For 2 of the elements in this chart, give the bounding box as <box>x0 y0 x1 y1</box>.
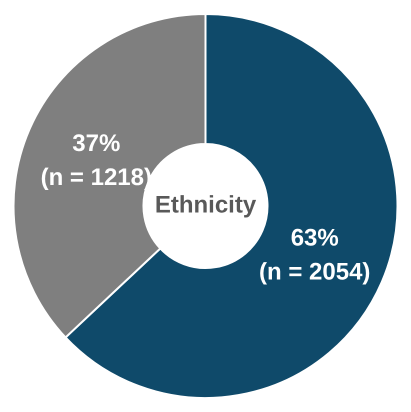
text: Ethnicity <box>154 191 257 218</box>
data-label: 63% (n = 2054) <box>259 224 370 286</box>
